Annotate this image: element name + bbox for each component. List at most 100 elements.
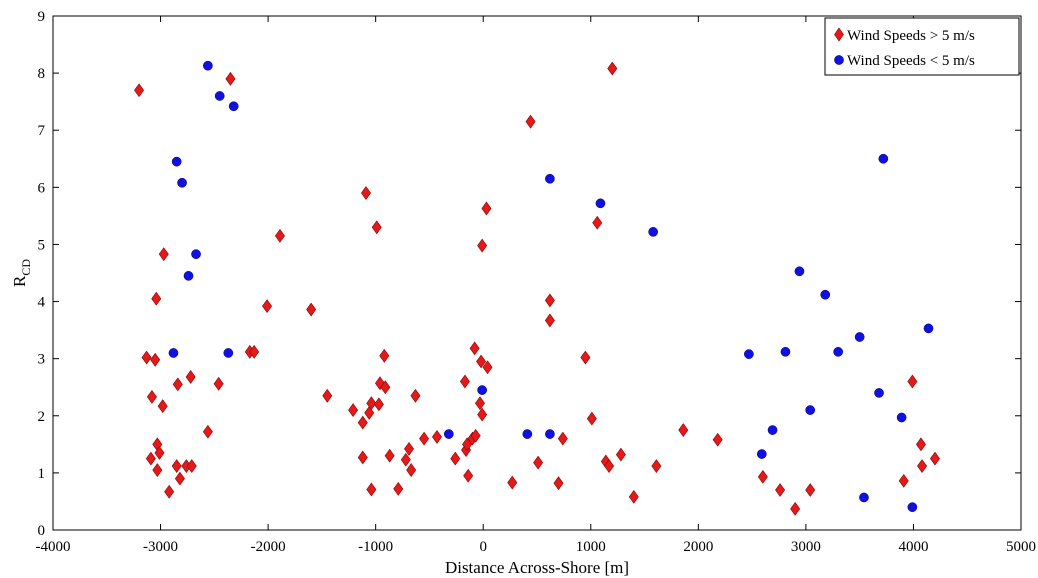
data-point-circle [820, 289, 831, 300]
x-tick-label: 0 [479, 539, 487, 555]
data-point-diamond [262, 299, 273, 314]
data-point-diamond [406, 463, 417, 477]
x-tick-label: 4000 [898, 539, 928, 555]
data-point-diamond [917, 459, 928, 473]
data-point-diamond [525, 114, 536, 129]
data-point-diamond [557, 431, 568, 446]
data-point-diamond [592, 215, 603, 230]
data-point-diamond [146, 390, 157, 404]
legend: Wind Speeds > 5 m/s Wind Speeds < 5 m/s [824, 17, 1020, 76]
legend-label-high-wind: Wind Speeds > 5 m/s [847, 28, 975, 44]
data-point-circle [203, 60, 213, 71]
data-point-circle [805, 405, 816, 415]
data-point-diamond [400, 452, 411, 467]
data-point-diamond [145, 451, 156, 466]
data-point-diamond [712, 432, 723, 447]
data-point-diamond [678, 423, 689, 437]
data-point-diamond [477, 407, 488, 422]
data-point-diamond [322, 388, 333, 403]
plot-area [52, 15, 1022, 531]
data-point-circle [859, 492, 869, 503]
data-point-circle [648, 227, 659, 237]
data-point-diamond [249, 344, 260, 359]
x-axis-title: Distance Across-Shore [m] [445, 558, 629, 577]
data-point-circle [896, 412, 907, 423]
data-point-diamond [174, 471, 185, 486]
data-point-circle [923, 323, 934, 334]
data-point-diamond [507, 475, 518, 490]
legend-label-low-wind: Wind Speeds < 5 m/s [847, 53, 975, 69]
data-point-diamond [348, 403, 359, 417]
data-point-circle [780, 346, 791, 357]
data-point-circle [191, 249, 201, 260]
data-point-diamond [361, 186, 371, 200]
data-point-circle [177, 177, 187, 188]
data-point-diamond [171, 459, 182, 473]
data-point-diamond [604, 459, 615, 473]
data-point-diamond [419, 431, 430, 446]
data-point-diamond [225, 71, 236, 86]
data-point-diamond [475, 396, 485, 411]
data-point-diamond [366, 396, 377, 411]
y-tick-label: 5 [38, 237, 46, 253]
data-point-diamond [157, 399, 168, 413]
data-point-diamond [373, 397, 384, 412]
data-point-diamond [202, 424, 213, 439]
data-point-diamond [544, 313, 555, 328]
y-axis-title: RCD [10, 259, 33, 287]
data-points [134, 60, 940, 516]
y-axis-title-subscript: CD [19, 259, 33, 276]
data-point-circle [183, 271, 194, 281]
data-point-diamond [410, 388, 421, 403]
x-tick-label: 5000 [1006, 539, 1036, 555]
x-tick-label: 3000 [791, 539, 821, 555]
data-point-diamond [134, 83, 145, 98]
data-point-diamond [306, 302, 317, 317]
y-tick-label: 2 [38, 409, 46, 425]
data-point-diamond [141, 350, 152, 365]
data-point-diamond [476, 354, 487, 369]
data-point-diamond [477, 238, 488, 253]
data-point-diamond [459, 374, 470, 389]
x-tick-label: -2000 [251, 539, 286, 555]
y-tick-label: 4 [38, 295, 46, 311]
data-point-circle [545, 429, 555, 439]
data-point-diamond [553, 476, 564, 491]
data-point-diamond [482, 360, 493, 375]
data-point-diamond [154, 445, 165, 460]
y-tick-label: 1 [38, 466, 46, 482]
data-point-circle [522, 429, 533, 439]
data-point-diamond [916, 437, 926, 452]
data-point-diamond [164, 484, 175, 499]
data-point-diamond [450, 451, 461, 466]
data-point-circle [443, 429, 454, 439]
data-point-circle [223, 348, 234, 358]
x-tick-label: -3000 [143, 539, 178, 555]
y-tick-label: 8 [38, 66, 46, 82]
legend-box [824, 17, 1020, 76]
data-point-circle [794, 266, 805, 277]
y-tick-label: 7 [38, 123, 46, 139]
data-point-diamond [371, 220, 382, 235]
data-point-circle [228, 101, 239, 112]
y-tick-label: 0 [38, 523, 46, 539]
data-point-diamond [432, 429, 442, 444]
data-point-diamond [152, 463, 163, 477]
data-point-diamond [907, 374, 918, 389]
data-point-diamond [379, 348, 390, 363]
data-point-circle [168, 348, 179, 358]
data-point-diamond [151, 291, 162, 306]
data-point-diamond [607, 61, 618, 76]
x-tick-label: -4000 [36, 539, 71, 555]
data-point-diamond [463, 468, 474, 483]
data-point-diamond [357, 450, 368, 465]
data-point-diamond [790, 501, 801, 516]
data-point-diamond [186, 459, 197, 473]
data-point-diamond [929, 451, 940, 466]
data-point-diamond [393, 481, 404, 496]
x-tick-label: 2000 [683, 539, 713, 555]
data-point-circle [878, 153, 889, 164]
y-tick-label: 6 [38, 180, 46, 196]
data-point-diamond [580, 350, 591, 365]
